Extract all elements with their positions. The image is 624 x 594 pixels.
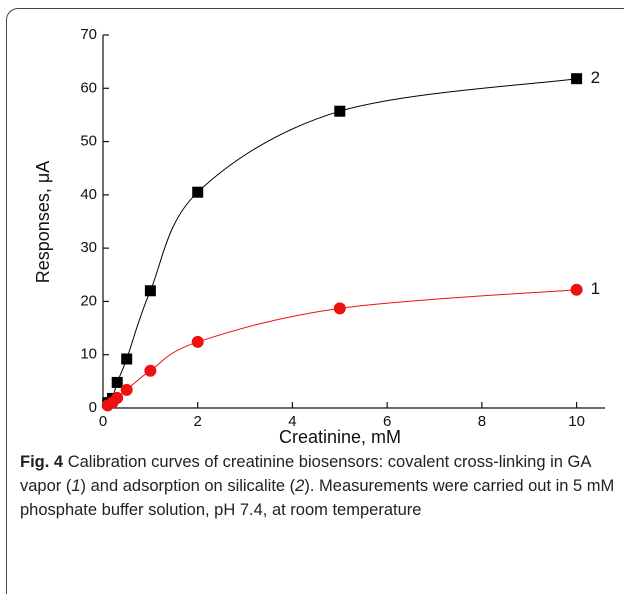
y-tick-label: 60 (80, 79, 97, 96)
caption-text: ). Measurements were carried out in 5 mM… (20, 477, 615, 519)
data-point (191, 335, 204, 348)
y-tick-label: 70 (80, 26, 97, 43)
x-tick-label: 6 (383, 413, 391, 430)
caption-label: Fig. 4 (20, 453, 64, 471)
y-axis-label: Responses, μA (33, 161, 53, 283)
data-point (111, 391, 124, 404)
caption-text: 2 (295, 477, 305, 495)
caption-text: Calibration curves of creatinine biosens… (20, 453, 591, 495)
y-tick-label: 0 (89, 399, 97, 416)
fit-curve (107, 78, 577, 404)
figure-frame (6, 8, 624, 594)
data-point (121, 353, 133, 365)
x-tick-label: 8 (478, 413, 486, 430)
data-point (570, 283, 583, 296)
x-tick-label: 2 (194, 413, 202, 430)
caption: Fig. 4 Calibration curves of creatinine … (20, 450, 616, 522)
data-point (144, 285, 156, 297)
series-label: 1 (591, 279, 600, 298)
y-tick-label: 10 (80, 346, 97, 363)
x-tick-label: 0 (99, 413, 107, 430)
y-tick-label: 20 (80, 292, 97, 309)
data-point (334, 105, 346, 117)
chart: Creatinine, mM Responses, μA 01020304050… (33, 26, 605, 447)
data-point (111, 376, 123, 388)
series-label: 2 (591, 68, 600, 87)
y-tick-label: 50 (80, 133, 97, 150)
caption-text: 1 (71, 477, 81, 495)
data-point (120, 383, 133, 396)
data-point (192, 186, 204, 198)
data-point (333, 302, 346, 315)
y-tick-label: 30 (80, 239, 97, 256)
data-point (144, 364, 157, 377)
x-tick-label: 4 (288, 413, 296, 430)
caption-text: ) and adsorption on silicalite ( (80, 477, 296, 495)
data-point (571, 73, 583, 85)
y-tick-label: 40 (80, 186, 97, 203)
x-axis-label: Creatinine, mM (279, 427, 401, 447)
x-tick-label: 10 (568, 413, 585, 430)
